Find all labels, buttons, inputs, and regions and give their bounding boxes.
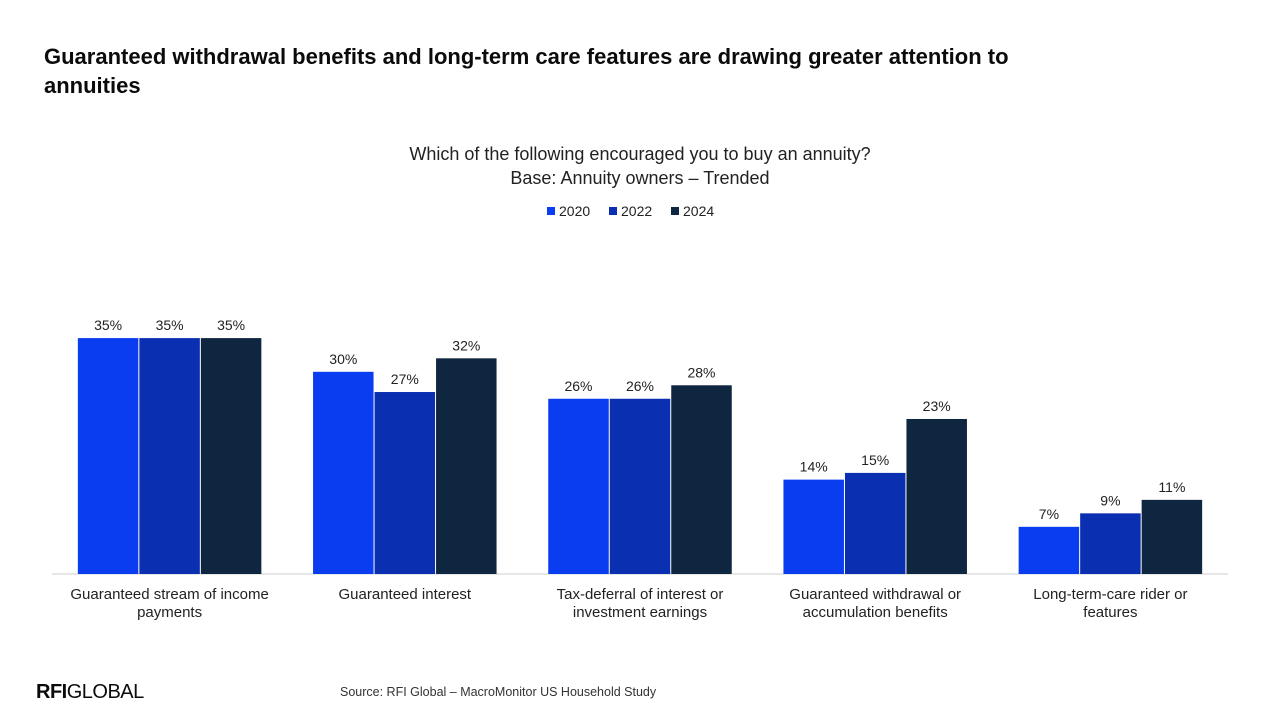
legend-label: 2022 [621, 203, 652, 219]
legend-swatch [671, 207, 679, 215]
value-label: 14% [800, 459, 828, 475]
value-label: 28% [687, 364, 715, 380]
bar [906, 418, 967, 574]
chart-subtitle: Which of the following encouraged you to… [409, 144, 871, 164]
bar [671, 385, 732, 574]
bar [436, 358, 497, 574]
legend-swatch [547, 207, 555, 215]
bar [548, 398, 609, 574]
bar [609, 398, 671, 574]
x-tick-label: Long-term-care rider or features [1033, 586, 1188, 621]
x-tick-label: Guaranteed withdrawal or accumulation be… [789, 586, 962, 621]
bar [139, 338, 200, 574]
value-label: 9% [1100, 492, 1120, 508]
bar [313, 371, 374, 574]
x-tick-label: Tax-deferral of interest or investment e… [556, 586, 724, 621]
bar [374, 392, 436, 574]
brand-bold: RFI [36, 681, 67, 703]
chart-subtitle: Base: Annuity owners – Trended [510, 168, 770, 188]
bar [1141, 499, 1203, 574]
value-label: 35% [217, 317, 245, 333]
value-label: 27% [391, 371, 419, 387]
brand-logo: RFIGLOBAL [36, 681, 144, 704]
value-label: 35% [156, 317, 184, 333]
legend-label: 2024 [683, 203, 714, 219]
bar [783, 479, 844, 574]
value-label: 35% [94, 317, 122, 333]
bar [1080, 513, 1141, 574]
value-label: 15% [861, 452, 889, 468]
source-note: Source: RFI Global – MacroMonitor US Hou… [340, 685, 657, 699]
brand-rest: GLOBAL [66, 681, 145, 703]
bar [1018, 526, 1080, 574]
legend-swatch [609, 207, 617, 215]
value-label: 32% [452, 337, 480, 353]
bar [844, 472, 906, 574]
value-label: 26% [626, 378, 654, 394]
x-tick-label: Guaranteed stream of income payments [70, 586, 269, 621]
x-tick-label: Guaranteed interest [338, 586, 472, 603]
value-label: 30% [329, 351, 357, 367]
bar [77, 338, 139, 574]
chart-title: Guaranteed withdrawal benefits and long-… [44, 44, 1009, 98]
legend-label: 2020 [559, 203, 590, 219]
value-label: 26% [564, 378, 592, 394]
value-label: 7% [1039, 506, 1059, 522]
value-label: 23% [923, 398, 951, 414]
bar [200, 338, 262, 574]
value-label: 11% [1158, 479, 1185, 495]
